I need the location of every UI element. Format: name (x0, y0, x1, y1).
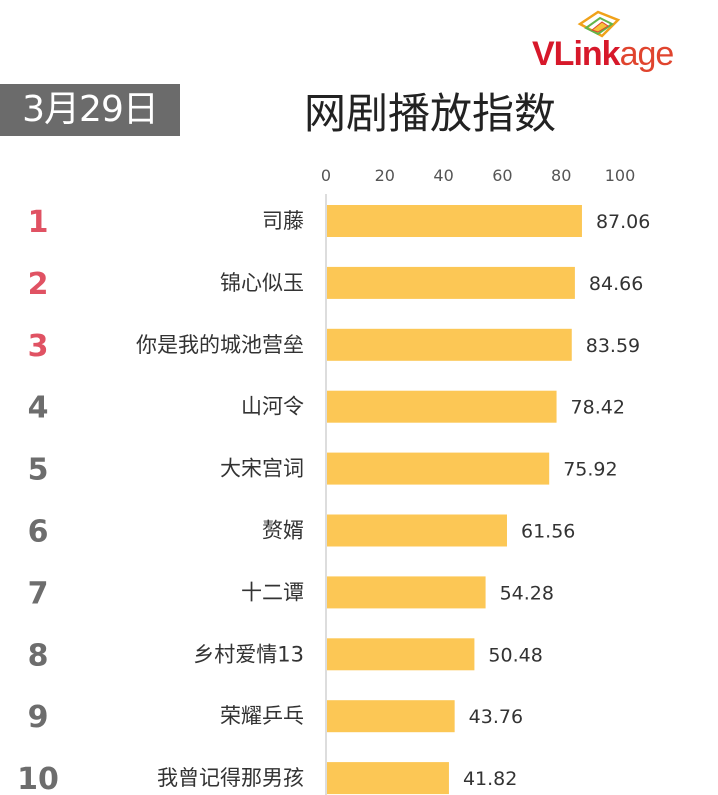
rank-label: 1 (28, 205, 49, 240)
logo-rest: age (619, 35, 675, 73)
category-label: 山河令 (241, 395, 304, 419)
rank-label: 6 (28, 515, 49, 550)
value-label: 83.59 (586, 335, 640, 357)
rank-label: 4 (28, 391, 49, 426)
category-label: 大宋宫词 (220, 457, 304, 481)
category-label: 锦心似玉 (220, 271, 304, 295)
category-label: 我曾记得那男孩 (157, 766, 304, 790)
value-label: 43.76 (469, 706, 523, 728)
bar-chart: 0 20 40 60 80 100 1 司藤 87.06 2 锦心似玉 84.66 3 你是我的城池营垒 8… (17, 166, 650, 795)
bar (327, 638, 475, 671)
category-label: 你是我的城池营垒 (136, 333, 304, 357)
bar (327, 205, 582, 237)
category-label: 赘婿 (262, 519, 304, 543)
value-label: 61.56 (521, 521, 575, 543)
x-tick-label: 20 (375, 166, 395, 185)
rank-label: 8 (28, 638, 49, 673)
rank-label: 3 (28, 329, 49, 364)
rank-label: 7 (28, 576, 49, 611)
bar (327, 452, 550, 485)
bar (327, 762, 449, 795)
value-label: 75.92 (563, 459, 617, 481)
vlinkage-logo: VLinkage (532, 6, 712, 76)
date-badge: 3月29日 (0, 84, 180, 136)
bar (327, 700, 455, 733)
logo-text: VLinkage (532, 34, 675, 74)
value-label: 78.42 (571, 397, 625, 419)
category-label: 乡村爱情13 (193, 642, 304, 666)
value-label: 84.66 (589, 273, 643, 295)
bar (327, 576, 486, 609)
logo-mark-icon (577, 10, 621, 38)
logo-brand: VLink (532, 35, 621, 73)
bar (327, 390, 557, 423)
value-label: 54.28 (500, 582, 554, 604)
value-label: 50.48 (488, 644, 542, 666)
bar (327, 266, 575, 299)
x-tick-label: 0 (321, 166, 331, 185)
rank-label: 2 (28, 267, 49, 302)
category-label: 司藤 (262, 209, 304, 233)
bar (327, 514, 507, 547)
value-label: 41.82 (463, 768, 517, 790)
category-label: 荣耀乒乓 (220, 704, 304, 728)
value-label: 87.06 (596, 211, 650, 233)
x-tick-label: 80 (551, 166, 571, 185)
category-label: 十二谭 (241, 580, 304, 604)
rank-label: 10 (17, 762, 59, 795)
x-tick-label: 100 (605, 166, 636, 185)
x-tick-label: 40 (433, 166, 453, 185)
rank-label: 9 (28, 700, 49, 735)
rank-label: 5 (28, 453, 49, 488)
bar (327, 328, 572, 361)
chart-title: 网剧播放指数 (303, 89, 556, 138)
x-tick-label: 60 (492, 166, 512, 185)
